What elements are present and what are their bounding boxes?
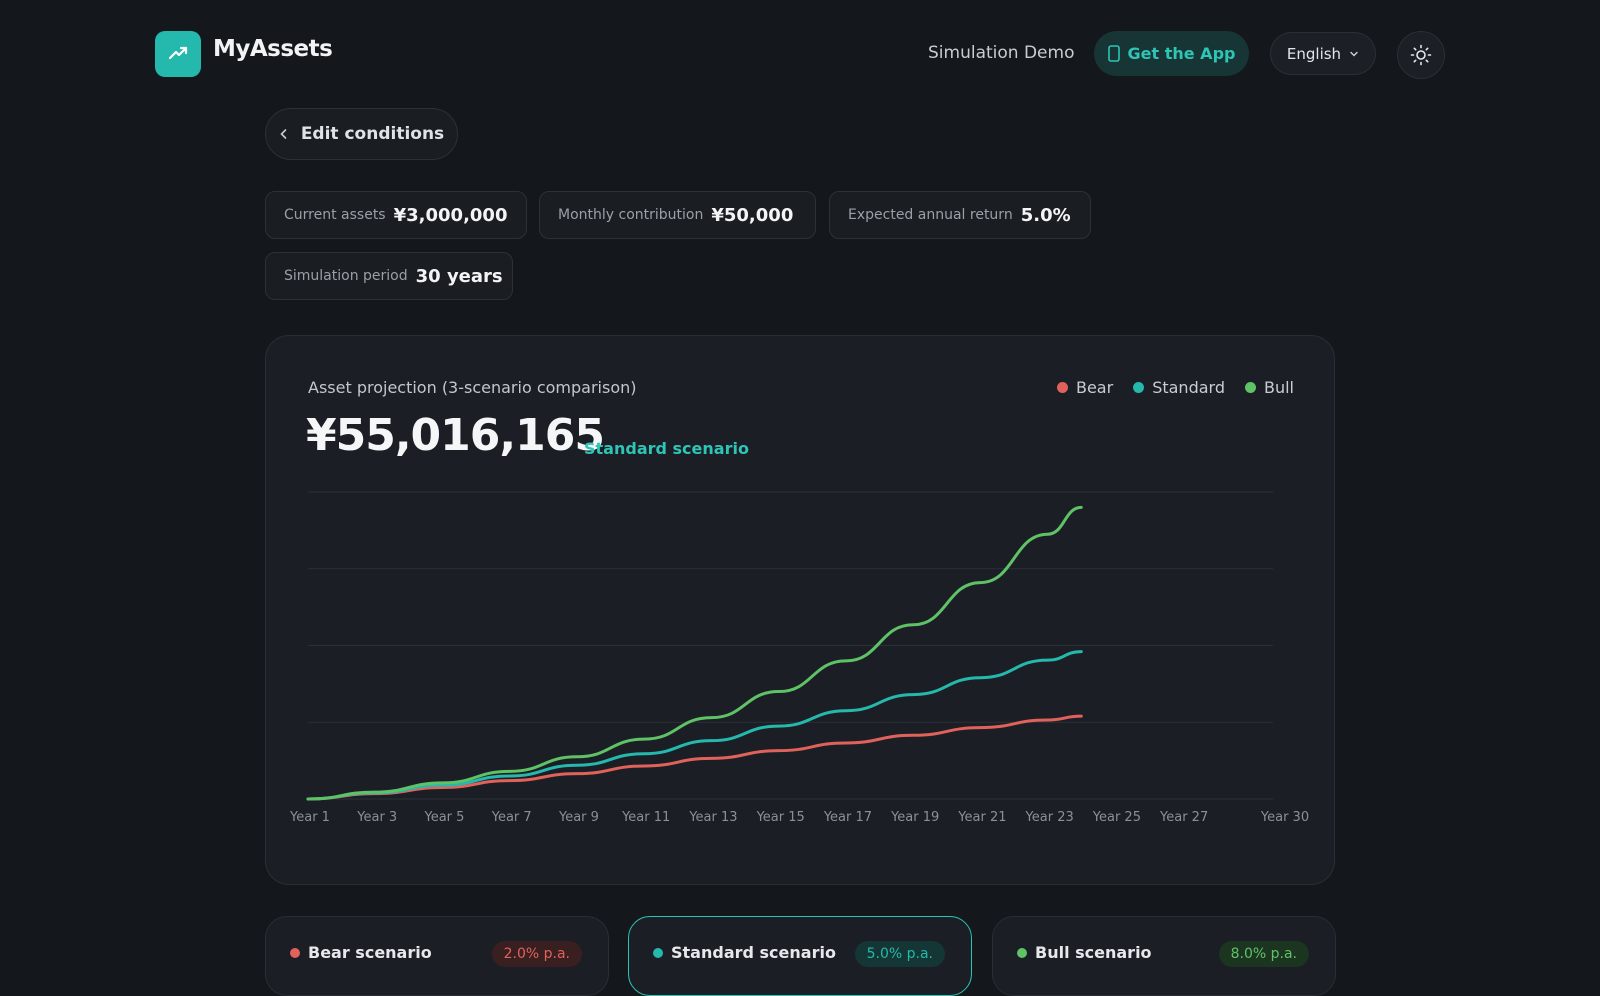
x-tick-label: Year 21 — [957, 810, 1006, 825]
scenario-dot — [1017, 947, 1027, 958]
scenario-label: Standard scenario — [671, 943, 836, 962]
trending-up-icon — [168, 46, 188, 60]
series-line-bull[interactable] — [306, 505, 1083, 801]
get-app-button[interactable]: Get the App — [1094, 31, 1249, 76]
legend-dot — [1056, 382, 1068, 393]
header: MyAssets Simulation Demo Get the App Eng… — [0, 0, 1600, 108]
chart-legend: Bear Standard Bull — [1056, 378, 1294, 397]
x-tick-label: Year 27 — [1159, 810, 1208, 825]
logo[interactable] — [155, 31, 201, 77]
legend-label: Bear — [1075, 378, 1114, 397]
legend-item-standard[interactable]: Standard — [1133, 378, 1225, 397]
asset-projection-card: Asset projection (3-scenario comparison)… — [265, 335, 1335, 885]
condition-label: Expected annual return — [848, 207, 1013, 223]
edit-conditions-label: Edit conditions — [300, 124, 445, 144]
x-tick-label: Year 9 — [558, 810, 599, 825]
language-select[interactable]: English — [1270, 32, 1376, 75]
condition-value: ¥50,000 — [711, 204, 794, 226]
condition-value: 5.0% — [1020, 204, 1071, 226]
scenario-dot — [653, 947, 663, 958]
condition-label: Monthly contribution — [558, 207, 704, 223]
scenario-card-bear[interactable]: Bear scenario 2.0% p.a. — [265, 916, 609, 996]
condition-label: Simulation period — [284, 268, 408, 284]
x-tick-label: Year 3 — [356, 810, 397, 825]
scenario-card-standard[interactable]: Standard scenario 5.0% p.a. — [628, 916, 972, 996]
theme-toggle-button[interactable] — [1397, 31, 1445, 79]
condition-simulation-period: Simulation period 30 years — [265, 252, 513, 300]
x-tick-label: Year 1 — [289, 810, 330, 825]
chart-title: Asset projection (3-scenario comparison) — [308, 378, 637, 397]
phone-icon — [1107, 45, 1120, 62]
legend-dot — [1133, 382, 1145, 393]
x-tick-label: Year 17 — [823, 810, 872, 825]
legend-dot — [1244, 382, 1256, 393]
condition-value: 30 years — [415, 265, 503, 287]
simulation-demo-link[interactable]: Simulation Demo — [928, 43, 1075, 63]
asset-projection-chart[interactable]: Year 1 Year 3 Year 5 Year 7 Year 9 Year 11 Yea… — [266, 336, 1336, 886]
sun-icon — [1410, 44, 1432, 66]
scenario-rate-badge: 8.0% p.a. — [1218, 941, 1309, 967]
x-tick-label: Year 11 — [621, 810, 670, 825]
x-tick-label: Year 19 — [890, 810, 939, 825]
series-line-bear[interactable] — [306, 714, 1083, 801]
scenario-dot — [290, 947, 300, 958]
x-tick-label: Year 30 — [1260, 810, 1309, 825]
x-tick-label: Year 15 — [756, 810, 805, 825]
chevron-down-icon — [1350, 51, 1358, 57]
legend-item-bear[interactable]: Bear — [1056, 378, 1114, 397]
chevron-left-icon — [280, 129, 287, 139]
x-tick-label: Year 7 — [491, 810, 532, 825]
projected-total-scenario: Standard scenario — [584, 439, 749, 458]
x-tick-label: Year 5 — [424, 810, 465, 825]
condition-monthly-contribution: Monthly contribution ¥50,000 — [539, 191, 816, 239]
scenario-label: Bear scenario — [308, 943, 432, 962]
series-line-standard[interactable] — [306, 650, 1083, 801]
scenario-name: Standard scenario — [653, 943, 836, 962]
condition-label: Current assets — [284, 207, 386, 223]
legend-item-bull[interactable]: Bull — [1244, 378, 1294, 397]
condition-current-assets: Current assets ¥3,000,000 — [265, 191, 527, 239]
condition-value: ¥3,000,000 — [393, 204, 508, 226]
scenario-name: Bear scenario — [290, 943, 432, 962]
scenario-card-bull[interactable]: Bull scenario 8.0% p.a. — [992, 916, 1336, 996]
legend-label: Standard — [1152, 378, 1225, 397]
edit-conditions-button[interactable]: Edit conditions — [265, 108, 458, 160]
x-tick-label: Year 23 — [1025, 810, 1074, 825]
legend-label: Bull — [1263, 378, 1294, 397]
get-app-label: Get the App — [1127, 44, 1236, 63]
scenario-rate-badge: 2.0% p.a. — [491, 941, 582, 967]
x-tick-label: Year 13 — [688, 810, 737, 825]
condition-expected-return: Expected annual return 5.0% — [829, 191, 1091, 239]
scenario-label: Bull scenario — [1035, 943, 1152, 962]
scenario-rate-badge: 5.0% p.a. — [854, 941, 945, 967]
language-label: English — [1286, 44, 1342, 63]
scenario-name: Bull scenario — [1017, 943, 1152, 962]
x-tick-label: Year 25 — [1092, 810, 1141, 825]
brand-name[interactable]: MyAssets — [213, 36, 333, 62]
projected-total: ¥55,016,165 — [306, 410, 605, 461]
